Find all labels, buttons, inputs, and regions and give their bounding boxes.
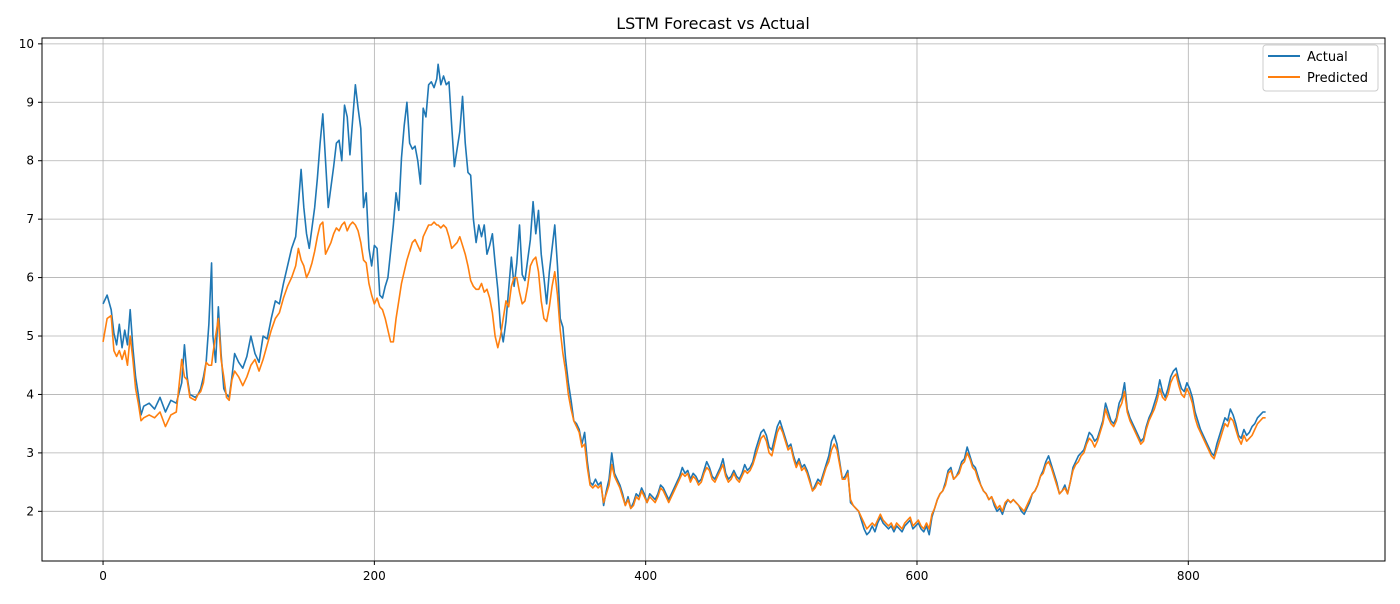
legend-label-actual: Actual <box>1307 50 1348 65</box>
x-axis: 0 200 400 600 800 <box>99 561 1200 583</box>
series-group <box>102 63 1266 536</box>
x-tick-label: 0 <box>99 569 107 583</box>
series-line-actual <box>102 63 1266 536</box>
chart-title: LSTM Forecast vs Actual <box>616 14 810 33</box>
series-line-predicted <box>102 221 1266 530</box>
y-tick-label: 4 <box>26 387 34 401</box>
y-tick-label: 7 <box>26 212 34 226</box>
plot-frame <box>41 37 1386 562</box>
y-tick-label: 8 <box>26 154 34 168</box>
legend-label-predicted: Predicted <box>1307 71 1368 86</box>
grid <box>42 38 1385 561</box>
y-tick-label: 5 <box>26 329 34 343</box>
legend: Actual Predicted <box>1262 44 1379 92</box>
y-tick-label: 6 <box>26 271 34 285</box>
y-axis: 2 3 4 5 6 7 8 9 10 <box>19 37 42 518</box>
y-tick-label: 3 <box>26 446 34 460</box>
x-tick-label: 400 <box>634 569 657 583</box>
y-tick-label: 2 <box>26 504 34 518</box>
y-tick-label: 10 <box>19 37 34 51</box>
x-tick-label: 600 <box>906 569 929 583</box>
x-tick-label: 800 <box>1177 569 1200 583</box>
y-tick-label: 9 <box>26 95 34 109</box>
x-tick-label: 200 <box>363 569 386 583</box>
